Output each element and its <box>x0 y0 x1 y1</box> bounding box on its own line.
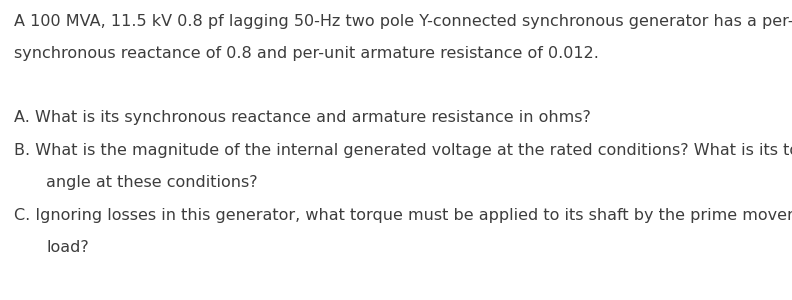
Text: C. Ignoring losses in this generator, what torque must be applied to its shaft b: C. Ignoring losses in this generator, wh… <box>14 208 792 223</box>
Text: B. What is the magnitude of the internal generated voltage at the rated conditio: B. What is the magnitude of the internal… <box>14 143 792 158</box>
Text: A. What is its synchronous reactance and armature resistance in ohms?: A. What is its synchronous reactance and… <box>14 110 591 125</box>
Text: synchronous reactance of 0.8 and per-unit armature resistance of 0.012.: synchronous reactance of 0.8 and per-uni… <box>14 46 599 61</box>
Text: angle at these conditions?: angle at these conditions? <box>46 175 257 190</box>
Text: A 100 MVA, 11.5 kV 0.8 pf lagging 50-Hz two pole Y-connected synchronous generat: A 100 MVA, 11.5 kV 0.8 pf lagging 50-Hz … <box>14 14 792 29</box>
Text: load?: load? <box>46 240 89 255</box>
